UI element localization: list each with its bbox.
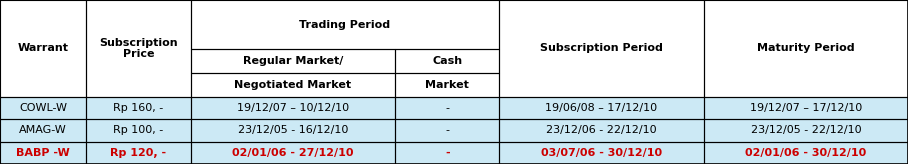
Bar <box>86 119 191 142</box>
Text: 23/12/05 - 16/12/10: 23/12/05 - 16/12/10 <box>238 125 348 135</box>
Bar <box>0 0 86 97</box>
Text: Trading Period: Trading Period <box>300 20 390 30</box>
Text: Warrant: Warrant <box>17 43 69 53</box>
Bar <box>191 0 499 49</box>
Text: Cash: Cash <box>432 56 462 66</box>
Bar <box>704 119 908 142</box>
Text: -: - <box>445 125 449 135</box>
Bar <box>395 119 499 142</box>
Bar <box>704 142 908 164</box>
Bar <box>704 142 908 164</box>
Bar <box>395 73 499 97</box>
Bar <box>191 97 395 119</box>
Bar <box>704 0 908 97</box>
Bar <box>0 142 86 164</box>
Bar <box>191 49 395 73</box>
Text: -: - <box>445 103 449 113</box>
Bar <box>86 142 191 164</box>
Text: AMAG-W: AMAG-W <box>19 125 67 135</box>
Text: BABP -W: BABP -W <box>16 148 70 158</box>
Bar <box>0 0 86 97</box>
Bar <box>191 119 395 142</box>
Text: Regular Market/: Regular Market/ <box>242 56 343 66</box>
Bar <box>499 97 704 119</box>
Bar <box>395 97 499 119</box>
Bar <box>0 119 86 142</box>
Text: 23/12/06 - 22/12/10: 23/12/06 - 22/12/10 <box>547 125 656 135</box>
Bar <box>704 97 908 119</box>
Bar <box>86 119 191 142</box>
Bar <box>191 142 395 164</box>
Bar <box>704 0 908 97</box>
Bar <box>191 73 395 97</box>
Bar <box>499 0 704 97</box>
Text: Rp 160, -: Rp 160, - <box>114 103 163 113</box>
Text: 02/01/06 - 30/12/10: 02/01/06 - 30/12/10 <box>745 148 866 158</box>
Bar <box>499 142 704 164</box>
Bar <box>499 97 704 119</box>
Bar <box>704 97 908 119</box>
Bar <box>395 119 499 142</box>
Bar <box>499 0 704 97</box>
Bar <box>0 119 86 142</box>
Bar <box>86 97 191 119</box>
Bar <box>0 97 86 119</box>
Text: 23/12/05 - 22/12/10: 23/12/05 - 22/12/10 <box>751 125 861 135</box>
Bar <box>191 119 395 142</box>
Text: Market: Market <box>425 80 469 90</box>
Bar <box>395 97 499 119</box>
Bar <box>499 119 704 142</box>
Bar <box>395 142 499 164</box>
Text: COWL-W: COWL-W <box>19 103 67 113</box>
Text: Rp 100, -: Rp 100, - <box>114 125 163 135</box>
Bar <box>0 97 86 119</box>
Bar <box>191 73 395 97</box>
Bar <box>395 49 499 73</box>
Text: Subscription Period: Subscription Period <box>540 43 663 53</box>
Bar <box>499 142 704 164</box>
Text: 19/12/07 – 10/12/10: 19/12/07 – 10/12/10 <box>237 103 349 113</box>
Bar <box>395 142 499 164</box>
Bar <box>86 142 191 164</box>
Bar <box>86 97 191 119</box>
Text: 02/01/06 - 27/12/10: 02/01/06 - 27/12/10 <box>232 148 353 158</box>
Bar <box>0 142 86 164</box>
Text: Maturity Period: Maturity Period <box>757 43 854 53</box>
Bar <box>86 0 191 97</box>
Bar <box>704 119 908 142</box>
Bar <box>191 0 499 49</box>
Text: Rp 120, -: Rp 120, - <box>111 148 166 158</box>
Bar <box>395 49 499 73</box>
Text: 19/12/07 – 17/12/10: 19/12/07 – 17/12/10 <box>750 103 862 113</box>
Text: Subscription
Price: Subscription Price <box>99 38 178 59</box>
Bar <box>499 119 704 142</box>
Bar <box>191 142 395 164</box>
Text: Negotiated Market: Negotiated Market <box>234 80 351 90</box>
Bar <box>395 73 499 97</box>
Text: -: - <box>445 148 449 158</box>
Text: 19/06/08 – 17/12/10: 19/06/08 – 17/12/10 <box>546 103 657 113</box>
Bar <box>191 97 395 119</box>
Bar <box>191 49 395 73</box>
Text: 03/07/06 - 30/12/10: 03/07/06 - 30/12/10 <box>541 148 662 158</box>
Bar <box>86 0 191 97</box>
